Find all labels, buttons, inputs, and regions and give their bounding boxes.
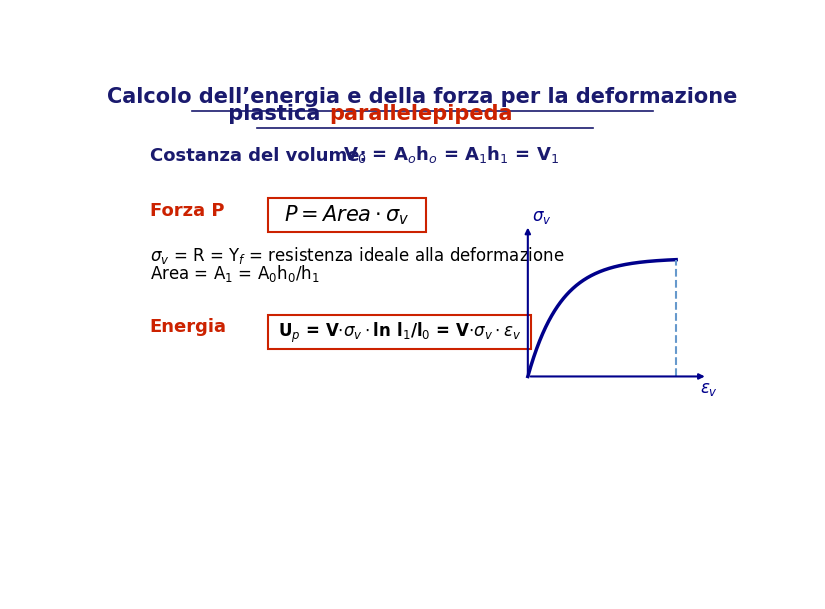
Text: Calcolo dell’energia e della forza per la deformazione: Calcolo dell’energia e della forza per l… xyxy=(107,87,738,107)
Text: $\sigma_v$ = R = Y$_f$ = resistenza ideale alla deformazione: $\sigma_v$ = R = Y$_f$ = resistenza idea… xyxy=(149,245,564,266)
Text: parallelepipeda: parallelepipeda xyxy=(329,104,513,124)
Text: $\varepsilon_v$: $\varepsilon_v$ xyxy=(700,379,719,398)
Text: $P = Area \cdot \sigma_v$: $P = Area \cdot \sigma_v$ xyxy=(285,203,410,227)
Text: Costanza del volume:: Costanza del volume: xyxy=(149,147,366,164)
FancyBboxPatch shape xyxy=(268,198,427,231)
Text: plastica: plastica xyxy=(221,104,328,124)
Text: Forza P: Forza P xyxy=(149,202,224,220)
Text: Energia: Energia xyxy=(149,318,227,336)
Text: Area = A$_1$ = A$_0$h$_0$/h$_1$: Area = A$_1$ = A$_0$h$_0$/h$_1$ xyxy=(149,263,319,284)
Text: $\sigma_v$: $\sigma_v$ xyxy=(532,208,552,227)
Text: U$_p$ = V$\cdot\sigma_v\cdot$ln l$_1$/l$_0$ = V$\cdot\sigma_v\cdot\varepsilon_v$: U$_p$ = V$\cdot\sigma_v\cdot$ln l$_1$/l$… xyxy=(277,320,521,345)
Text: V$_0$ = A$_o$h$_o$ = A$_1$h$_1$ = V$_1$: V$_0$ = A$_o$h$_o$ = A$_1$h$_1$ = V$_1$ xyxy=(343,144,559,164)
FancyBboxPatch shape xyxy=(268,315,531,349)
